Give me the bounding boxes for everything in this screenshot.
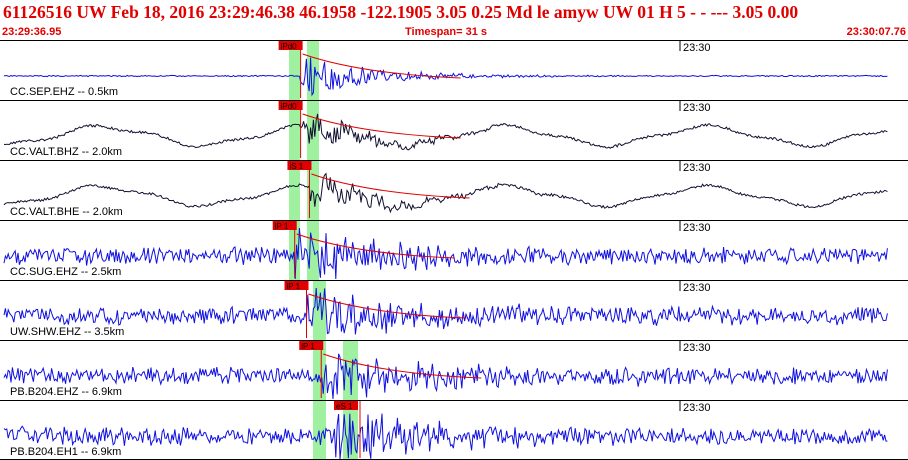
pick-flag (272, 221, 297, 230)
coda-curve (323, 353, 482, 379)
coda-curve (302, 53, 461, 79)
seismogram-trace (3, 353, 888, 400)
timespan-label: Timespan= 31 s (405, 26, 488, 38)
end-time-label: 23:30:07.76 (846, 26, 906, 38)
minute-label: 23:30 (683, 162, 711, 174)
channel-label: UW.SHW.EHZ -- 3.5km (10, 326, 124, 338)
channel-label: PB.B204.EH1 -- 6.9km (10, 446, 121, 458)
coda-curve (296, 233, 455, 259)
seismogram-panel[interactable]: 23:30 iPd0 CC.SEP.EHZ -- 0.5km 23:30 iPd0 CC.… (0, 40, 908, 460)
pick-label: iP 1 (275, 222, 289, 231)
coda-curve (302, 113, 461, 139)
pick-flag (334, 401, 358, 410)
pick-flag (299, 341, 324, 350)
minute-label: 23:30 (683, 102, 711, 114)
pick-label: eS 1 (336, 402, 353, 411)
minute-label: 23:30 (683, 342, 711, 354)
pick-flag (278, 101, 303, 110)
pick-label: iPd0 (281, 102, 298, 111)
pick-label: iPd0 (281, 42, 298, 51)
channel-label: CC.SEP.EHZ -- 0.5km (10, 86, 118, 98)
seismogram-trace (3, 287, 888, 335)
pick-flag (284, 281, 309, 290)
seismogram-trace (3, 413, 888, 460)
pick-flag (287, 161, 312, 170)
pick-flag (278, 41, 303, 50)
seismogram-trace (3, 57, 888, 97)
coda-curve (308, 293, 467, 319)
coda-curve (311, 173, 470, 199)
seismogram-trace (3, 227, 888, 280)
channel-label: CC.VALT.BHE -- 2.0km (10, 206, 123, 218)
start-time-label: 23:29:36.95 (2, 26, 62, 38)
event-summary-line: 61126516 UW Feb 18, 2016 23:29:46.38 46.… (3, 2, 799, 22)
minute-label: 23:30 (683, 42, 711, 54)
seismogram-trace (3, 113, 888, 151)
channel-label: CC.SUG.EHZ -- 2.5km (10, 266, 121, 278)
pick-label: iP 1 (301, 342, 315, 351)
pick-label: iS 1 (289, 162, 303, 171)
pick-label: iP 1 (286, 282, 300, 291)
seismogram-trace (3, 172, 888, 214)
channel-label: CC.VALT.BHZ -- 2.0km (10, 146, 122, 158)
minute-label: 23:30 (683, 282, 711, 294)
pick-window-highlight (313, 280, 326, 460)
minute-label: 23:30 (683, 222, 711, 234)
channel-label: PB.B204.EHZ -- 6.9km (10, 386, 122, 398)
event-header: 61126516 UW Feb 18, 2016 23:29:46.38 46.… (0, 0, 908, 40)
minute-label: 23:30 (683, 402, 711, 414)
